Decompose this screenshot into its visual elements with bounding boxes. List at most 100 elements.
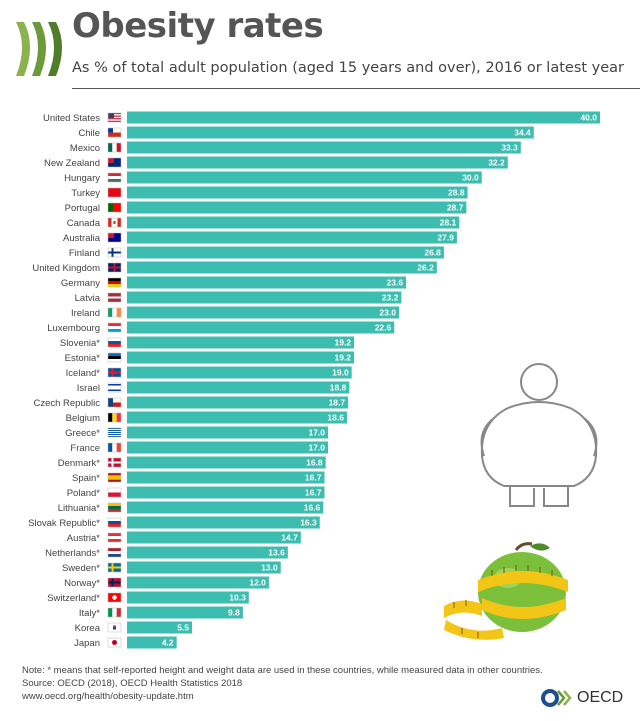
- category-label: United Kingdom: [32, 263, 100, 274]
- value-label: 18.6: [327, 413, 344, 423]
- value-label: 13.6: [268, 548, 285, 558]
- value-label: 23.0: [379, 308, 396, 318]
- value-label: 18.7: [329, 398, 346, 408]
- obese-person-outline-icon: [480, 363, 598, 507]
- value-label: 22.6: [375, 323, 392, 333]
- bar: [127, 636, 177, 649]
- flag-ee-icon: [107, 352, 122, 363]
- category-label: Netherlands*: [45, 548, 100, 559]
- flag-lv-icon: [107, 292, 122, 303]
- category-label: Japan: [74, 638, 100, 649]
- flag-nl-icon: [107, 547, 122, 558]
- flag-kr-icon: [107, 622, 122, 633]
- value-label: 12.0: [249, 578, 266, 588]
- category-label: Australia: [63, 233, 101, 244]
- flag-lt-icon: [107, 502, 122, 513]
- flag-mx-icon: [107, 142, 122, 153]
- value-label: 30.0: [462, 173, 479, 183]
- category-label: Luxembourg: [47, 323, 100, 334]
- bar: [127, 621, 193, 634]
- value-label: 16.7: [305, 473, 322, 483]
- title-divider: [72, 88, 640, 89]
- flag-ie-icon: [107, 307, 122, 318]
- flag-es-icon: [107, 472, 122, 483]
- bar: [127, 546, 288, 559]
- category-label: Norway*: [64, 578, 100, 589]
- value-label: 26.8: [424, 248, 441, 258]
- value-label: 13.0: [261, 563, 278, 573]
- bar: [127, 171, 482, 184]
- flag-cz-icon: [107, 397, 122, 408]
- source-text: Source: OECD (2018), OECD Health Statist…: [22, 678, 243, 689]
- footer-notes: Note: * means that self-reported height …: [22, 664, 543, 703]
- source-url[interactable]: www.oecd.org/health/obesity-update.htm: [22, 691, 194, 702]
- flag-pl-icon: [107, 487, 122, 498]
- value-label: 19.2: [334, 338, 351, 348]
- value-label: 10.3: [229, 593, 246, 603]
- category-label: Germany: [61, 278, 100, 289]
- value-label: 16.3: [300, 518, 317, 528]
- value-label: 33.3: [501, 143, 518, 153]
- flag-ca-icon: [107, 217, 122, 228]
- flag-ch-icon: [107, 592, 122, 603]
- bar: [127, 321, 395, 334]
- value-label: 14.7: [281, 533, 298, 543]
- bar: [127, 126, 534, 139]
- flag-si-icon: [107, 337, 122, 348]
- flag-be-icon: [107, 412, 122, 423]
- flag-cl-icon: [107, 127, 122, 138]
- flag-jp-icon: [107, 637, 122, 648]
- page-title: Obesity rates: [72, 6, 324, 46]
- category-label: Lithuania*: [58, 503, 101, 514]
- flag-il-icon: [107, 382, 122, 393]
- bar: [127, 111, 600, 124]
- bar: [127, 501, 324, 514]
- value-label: 9.8: [228, 608, 240, 618]
- category-label: Estonia*: [65, 353, 101, 364]
- value-label: 16.8: [306, 458, 323, 468]
- page-subtitle: As % of total adult population (aged 15 …: [72, 60, 625, 76]
- flag-is-icon: [107, 367, 122, 378]
- flag-at-icon: [107, 532, 122, 543]
- flag-se-icon: [107, 562, 122, 573]
- value-label: 23.6: [387, 278, 404, 288]
- category-label: Turkey: [71, 188, 100, 199]
- value-label: 5.5: [177, 623, 189, 633]
- bar: [127, 486, 325, 499]
- bar: [127, 216, 460, 229]
- obesity-bar-chart: United States 40.0 Chile 34.4 Mexico 33.3 New …: [28, 111, 600, 649]
- category-label: Israel: [77, 383, 100, 394]
- category-label: Hungary: [64, 173, 100, 184]
- bar: [127, 156, 508, 169]
- bar: [127, 141, 521, 154]
- flag-fi-icon: [107, 247, 122, 258]
- bar: [127, 591, 249, 604]
- value-label: 27.9: [437, 233, 454, 243]
- category-label: Iceland*: [66, 368, 101, 379]
- flag-lu-icon: [107, 322, 122, 333]
- value-label: 17.0: [308, 443, 325, 453]
- value-label: 23.2: [382, 293, 399, 303]
- value-label: 19.2: [334, 353, 351, 363]
- category-label: Chile: [78, 128, 100, 139]
- bar: [127, 366, 352, 379]
- flag-nz-icon: [107, 157, 122, 168]
- value-label: 19.0: [332, 368, 349, 378]
- bar: [127, 516, 320, 529]
- category-label: Czech Republic: [33, 398, 100, 409]
- flag-hu-icon: [107, 172, 122, 183]
- category-label: Mexico: [70, 143, 100, 154]
- flag-de-icon: [107, 277, 122, 288]
- category-label: New Zealand: [44, 158, 100, 169]
- bar: [127, 411, 347, 424]
- category-label: Portugal: [65, 203, 100, 214]
- bar: [127, 261, 437, 274]
- bar: [127, 396, 349, 409]
- bar: [127, 246, 444, 259]
- category-label: Denmark*: [58, 458, 101, 469]
- category-label: Italy*: [79, 608, 100, 619]
- value-label: 18.8: [330, 383, 347, 393]
- category-label: Ireland: [71, 308, 100, 319]
- value-label: 16.6: [304, 503, 321, 513]
- category-label: Poland*: [67, 488, 101, 499]
